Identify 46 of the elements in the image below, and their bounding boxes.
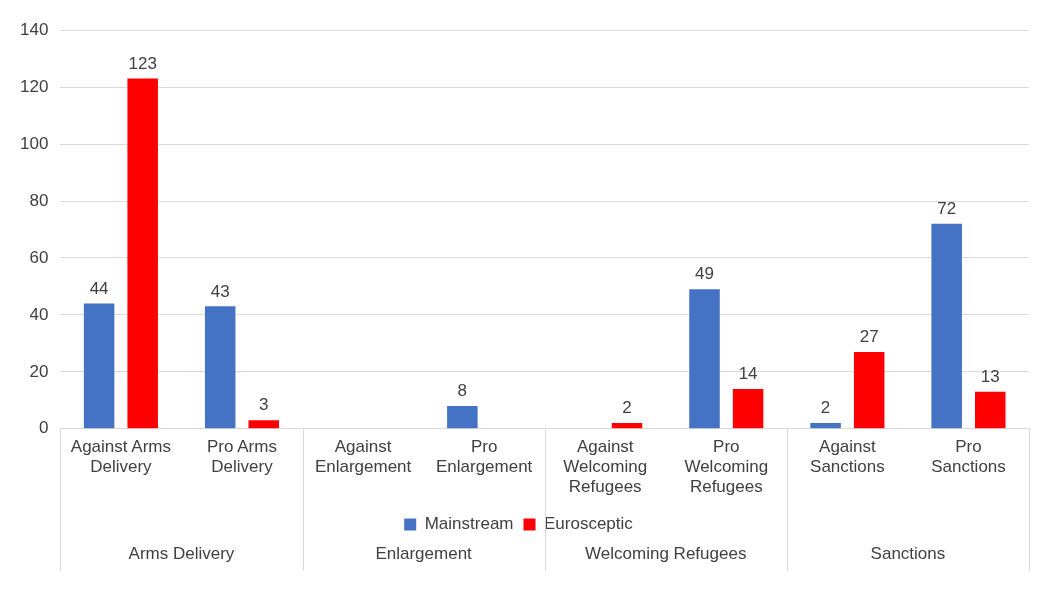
bar bbox=[447, 406, 478, 429]
legend-label: Mainstream bbox=[424, 514, 514, 534]
data-label: 13 bbox=[980, 366, 1000, 386]
bar bbox=[248, 420, 280, 429]
bar bbox=[689, 289, 720, 429]
data-label: 2 bbox=[820, 398, 831, 418]
data-label: 14 bbox=[738, 364, 758, 384]
x-tick-label: Pro Welcoming Refugees bbox=[684, 436, 769, 497]
bar bbox=[810, 423, 841, 429]
x-tick-label: Against Sanctions bbox=[810, 436, 885, 477]
text: Arms Delivery bbox=[128, 544, 235, 564]
x-tick-label: Pro Sanctions bbox=[931, 436, 1006, 477]
y-tick-label: 120 bbox=[19, 76, 49, 96]
bar bbox=[931, 223, 962, 429]
data-label: 72 bbox=[937, 198, 957, 218]
text: Sanctions bbox=[870, 544, 946, 564]
x-tick-label: Against Welcoming Refugees bbox=[563, 436, 648, 497]
y-tick-label: 0 bbox=[38, 418, 49, 438]
bar bbox=[732, 388, 764, 429]
x-tick-label: Against Enlargement bbox=[314, 436, 412, 477]
bar bbox=[83, 303, 115, 429]
text: Enlargement bbox=[375, 544, 473, 564]
data-label: 2 bbox=[622, 398, 632, 418]
legend-label: Eurosceptic bbox=[543, 514, 634, 534]
y-tick-label: 140 bbox=[19, 19, 49, 39]
x-tick-label: Pro Arms Delivery bbox=[207, 436, 277, 477]
data-label: 3 bbox=[259, 395, 269, 415]
data-label: 8 bbox=[457, 381, 468, 401]
data-label: 44 bbox=[89, 278, 109, 298]
x-tick-label: Against Arms Delivery bbox=[70, 436, 171, 477]
bar bbox=[975, 391, 1006, 429]
y-tick-label: 100 bbox=[19, 133, 49, 153]
bar bbox=[127, 78, 158, 429]
x-tick-label: Pro Enlargement bbox=[435, 436, 533, 477]
y-tick-label: 20 bbox=[29, 361, 49, 381]
data-label: 123 bbox=[128, 53, 157, 73]
y-tick-label: 80 bbox=[29, 190, 49, 210]
data-label: 49 bbox=[695, 264, 714, 284]
bar bbox=[611, 423, 643, 429]
bar bbox=[204, 306, 236, 429]
y-tick-label: 40 bbox=[29, 304, 49, 324]
data-label: 43 bbox=[210, 281, 230, 301]
text: Welcoming Refugees bbox=[585, 544, 747, 564]
data-label: 27 bbox=[859, 327, 879, 347]
bar bbox=[853, 351, 885, 429]
y-tick-label: 60 bbox=[29, 247, 49, 267]
